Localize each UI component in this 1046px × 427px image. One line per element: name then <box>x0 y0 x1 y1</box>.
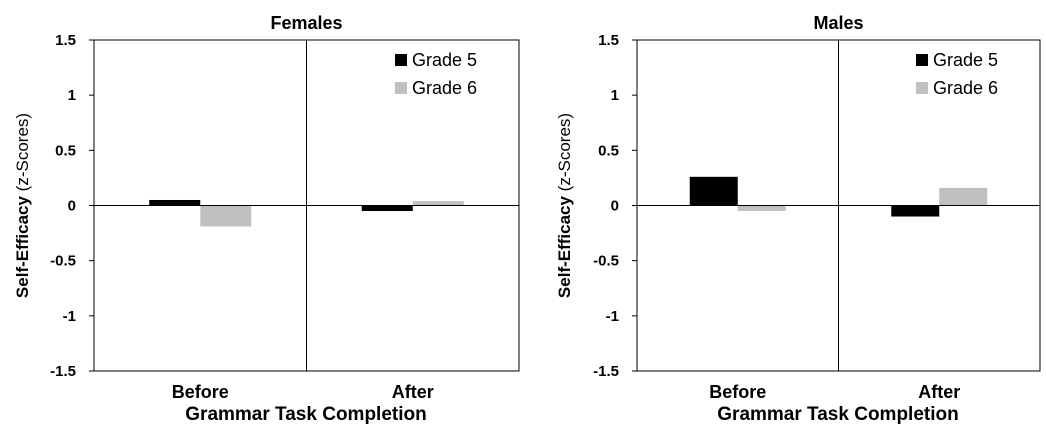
panel-2-category-label-before: Before <box>709 382 766 402</box>
panel-2-bar-grade-6-before <box>737 205 786 212</box>
panel-2-y-tick-label: -0.5 <box>593 253 619 270</box>
panel-2-legend-label-2: Grade 6 <box>933 78 998 98</box>
panel-2-y-tick-label: -1.5 <box>593 363 619 380</box>
panel-1-y-tick-label: 0.5 <box>55 142 76 159</box>
panel-1-x-axis-label: Grammar Task Completion <box>185 404 426 425</box>
panel-1-y-tick-label: 1 <box>68 87 76 104</box>
panel-2-y-tick-label: 1 <box>611 87 619 104</box>
panel-2-bar-grade-5-after <box>891 205 940 217</box>
panel-1-category-label-after: After <box>392 382 434 402</box>
panel-1-title: Females <box>270 13 342 33</box>
panel-2-bar-grade-5-before <box>689 176 738 206</box>
panel-1-y-tick-label: 0 <box>68 198 76 215</box>
panel-1-y-tick-label: 1.5 <box>55 32 76 49</box>
panel-2-y-tick-label: 1.5 <box>598 32 619 49</box>
panel-1-y-tick-label: -1 <box>63 308 76 325</box>
panel-1-legend-swatch-1 <box>395 54 407 66</box>
panel-2-y-axis-label-units: (z-Scores) <box>555 113 574 191</box>
panel-1-y-axis-label-units: (z-Scores) <box>13 113 32 191</box>
panel-2-y-axis-label-main: Self-Efficacy <box>555 191 574 298</box>
panel-2-legend-swatch-1 <box>916 54 928 66</box>
panel-1-y-tick-label: -0.5 <box>50 253 76 270</box>
panel-2-y-tick-label: 0.5 <box>598 142 619 159</box>
panel-1-bar-grade-6-after <box>412 201 464 206</box>
panel-2-y-axis-label: Self-Efficacy (z-Scores) <box>555 113 574 298</box>
panel-2-x-axis-label: Grammar Task Completion <box>717 404 958 425</box>
panel-2-title: Males <box>813 13 863 33</box>
panel-1-legend-label-2: Grade 6 <box>412 78 477 98</box>
panel-2-y-tick-label: -1 <box>606 308 619 325</box>
panel-2-legend-label-1: Grade 5 <box>933 50 998 70</box>
panel-2-legend-swatch-2 <box>916 82 928 94</box>
panel-1-bar-grade-6-before <box>200 205 252 227</box>
panel-2-bar-grade-6-after <box>939 187 988 206</box>
panel-1-y-tick-label: -1.5 <box>50 363 76 380</box>
panel-1-bar-grade-5-before <box>149 199 201 206</box>
panel-1-bar-grade-5-after <box>361 205 413 212</box>
panel-1-legend-swatch-2 <box>395 82 407 94</box>
panel-2-category-label-after: After <box>918 382 960 402</box>
panel-1-y-axis-label-main: Self-Efficacy <box>13 191 32 298</box>
panel-1-y-axis-label: Self-Efficacy (z-Scores) <box>13 113 32 298</box>
panel-1-category-label-before: Before <box>172 382 229 402</box>
panel-2-y-tick-label: 0 <box>611 198 619 215</box>
panel-1-legend-label-1: Grade 5 <box>412 50 477 70</box>
